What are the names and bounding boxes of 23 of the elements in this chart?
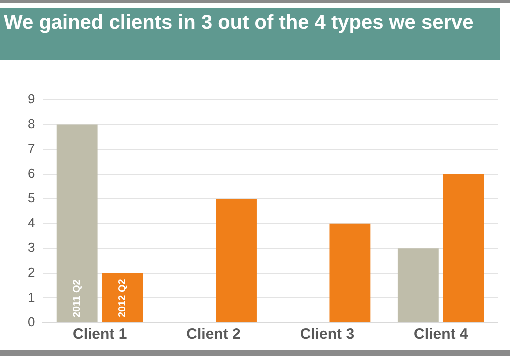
bar	[56, 124, 98, 322]
bar	[443, 174, 484, 322]
x-tick-label: Client 1	[72, 326, 128, 344]
y-tick-label: 1	[28, 290, 36, 305]
y-tick-label: 9	[28, 92, 36, 107]
chart-title: We gained clients in 3 out of the 4 types we serve	[0, 8, 500, 60]
y-tick-label: 5	[28, 190, 36, 206]
y-tick-label: 7	[28, 141, 36, 156]
x-tick-label: Client 4	[414, 326, 469, 344]
bar	[102, 273, 144, 322]
y-tick-label: 0	[28, 314, 36, 330]
y-tick-label: 2	[28, 265, 36, 280]
x-tick-label: Client 2	[186, 326, 241, 344]
series-label: 2012 Q2	[118, 278, 129, 318]
y-tick-label: 3	[28, 240, 36, 256]
bar	[216, 199, 257, 322]
y-tick-label: 4	[28, 215, 36, 230]
bar	[398, 248, 439, 322]
bar	[330, 224, 371, 322]
series-label: 2011 Q2	[72, 279, 84, 318]
x-tick-label: Client 3	[300, 326, 355, 344]
y-tick-label: 6	[28, 166, 36, 181]
y-tick-label: 8	[28, 116, 36, 132]
